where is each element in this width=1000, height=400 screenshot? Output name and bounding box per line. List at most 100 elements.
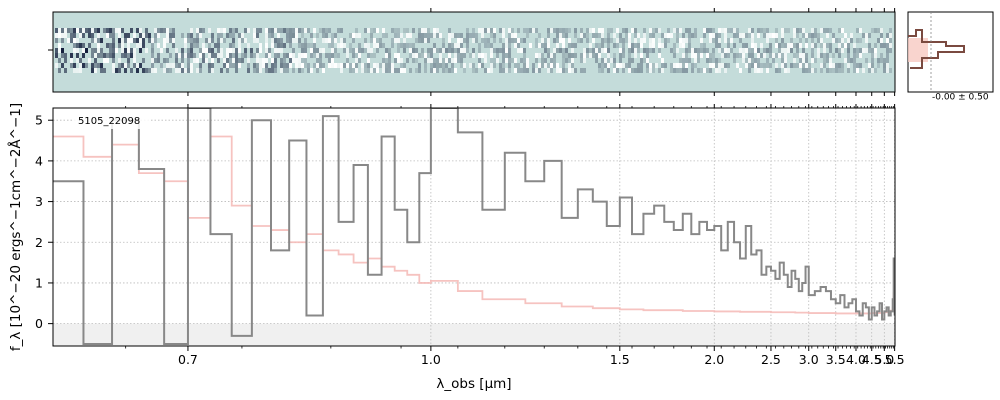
spectrum-2d-pixel [568, 28, 571, 33]
spectrum-2d-pixel [202, 48, 205, 53]
spectrum-2d-pixel [373, 63, 376, 68]
spectrum-2d-pixel [409, 68, 412, 73]
spectrum-2d-pixel [208, 68, 211, 73]
spectrum-2d-pixel [256, 53, 259, 58]
spectrum-2d-pixel [118, 33, 121, 38]
spectrum-2d-pixel [427, 38, 430, 43]
spectrum-2d-pixel [658, 38, 661, 43]
spectrum-2d-pixel [238, 48, 241, 53]
spectrum-2d-pixel [307, 43, 310, 48]
spectrum-2d-pixel [100, 48, 103, 53]
spectrum-2d-pixel [136, 63, 139, 68]
spectrum-2d-pixel [520, 38, 523, 43]
spectrum-2d-pixel [97, 43, 100, 48]
spectrum-2d-pixel [763, 48, 766, 53]
spectrum-2d-pixel [760, 63, 763, 68]
spectrum-2d-pixel [82, 28, 85, 33]
spectrum-2d-pixel [112, 68, 115, 73]
spectrum-2d-pixel [613, 63, 616, 68]
spectrum-2d-pixel [346, 58, 349, 63]
spectrum-2d-pixel [301, 58, 304, 63]
spectrum-2d-pixel [793, 63, 796, 68]
spectrum-2d-pixel [829, 63, 832, 68]
spectrum-2d-pixel [874, 48, 877, 53]
spectrum-2d-pixel [205, 48, 208, 53]
spectrum-2d-pixel [547, 38, 550, 43]
spectrum-2d-pixel [688, 33, 691, 38]
spectrum-2d-pixel [649, 43, 652, 48]
spectrum-2d-pixel [322, 48, 325, 53]
spectrum-2d-pixel [304, 43, 307, 48]
spectrum-2d-pixel [208, 38, 211, 43]
spectrum-2d-pixel [619, 33, 622, 38]
spectrum-2d-pixel [229, 53, 232, 58]
spectrum-2d-pixel [313, 53, 316, 58]
spectrum-2d-pixel [430, 63, 433, 68]
spectrum-2d-pixel [718, 38, 721, 43]
spectrum-2d-pixel [175, 68, 178, 73]
spectrum-2d-pixel [352, 53, 355, 58]
spectrum-2d-pixel [94, 58, 97, 63]
spectrum-2d-pixel [493, 33, 496, 38]
spectrum-2d-pixel [673, 43, 676, 48]
spectrum-2d-pixel [304, 38, 307, 43]
spectrum-2d-pixel [508, 53, 511, 58]
spectrum-2d-pixel [352, 63, 355, 68]
spectrum-2d-pixel [781, 28, 784, 33]
spectrum-2d-pixel [607, 38, 610, 43]
spectrum-2d-pixel [244, 53, 247, 58]
spectrum-2d-pixel [511, 38, 514, 43]
spectrum-2d-pixel [127, 33, 130, 38]
spectrum-2d-pixel [691, 53, 694, 58]
spectrum-2d-pixel [565, 53, 568, 58]
spectrum-2d-pixel [319, 48, 322, 53]
spectrum-2d-pixel [220, 68, 223, 73]
spectrum-2d-pixel [871, 68, 874, 73]
spectrum-2d-pixel [628, 38, 631, 43]
spectrum-2d-pixel [364, 38, 367, 43]
spectrum-2d-pixel [175, 58, 178, 63]
spectrum-2d-pixel [859, 48, 862, 53]
spectrum-2d-pixel [346, 53, 349, 58]
spectrum-2d-pixel [448, 28, 451, 33]
spectrum-2d-pixel [718, 63, 721, 68]
spectrum-2d-pixel [724, 63, 727, 68]
spectrum-2d-pixel [355, 63, 358, 68]
spectrum-2d-pixel [523, 38, 526, 43]
spectrum-2d-pixel [856, 63, 859, 68]
spectrum-2d-pixel [196, 58, 199, 63]
spectrum-2d-pixel [301, 48, 304, 53]
spectrum-2d-pixel [808, 33, 811, 38]
spectrum-2d-pixel [385, 53, 388, 58]
spectrum-2d-pixel [118, 43, 121, 48]
spectrum-2d-pixel [700, 48, 703, 53]
spectrum-2d-pixel [682, 43, 685, 48]
spectrum-2d-pixel [235, 68, 238, 73]
spectrum-2d-pixel [694, 28, 697, 33]
spectrum-2d-pixel [472, 48, 475, 53]
spectrum-2d-pixel [127, 53, 130, 58]
spectrum-2d-pixel [289, 28, 292, 33]
spectrum-2d-pixel [271, 28, 274, 33]
spectrum-2d-pixel [277, 28, 280, 33]
spectrum-2d-pixel [499, 68, 502, 73]
spectrum-2d-pixel [502, 63, 505, 68]
spectrum-2d-pixel [385, 63, 388, 68]
spectrum-2d-pixel [238, 38, 241, 43]
spectrum-2d-pixel [856, 38, 859, 43]
spectrum-2d-pixel [397, 28, 400, 33]
spectrum-2d-pixel [727, 43, 730, 48]
spectrum-2d-pixel [664, 43, 667, 48]
spectrum-2d-pixel [460, 38, 463, 43]
spectrum-2d-pixel [85, 63, 88, 68]
x-tick-label: 1.5 [610, 352, 630, 367]
spectrum-2d-pixel [301, 63, 304, 68]
spectrum-2d-pixel [382, 58, 385, 63]
spectrum-2d-pixel [688, 38, 691, 43]
spectrum-2d-pixel [334, 48, 337, 53]
spectrum-2d-pixel [436, 48, 439, 53]
spectrum-2d-pixel [211, 58, 214, 63]
spectrum-2d-pixel [646, 68, 649, 73]
spectrum-2d-pixel [136, 38, 139, 43]
spectrum-2d-pixel [796, 28, 799, 33]
